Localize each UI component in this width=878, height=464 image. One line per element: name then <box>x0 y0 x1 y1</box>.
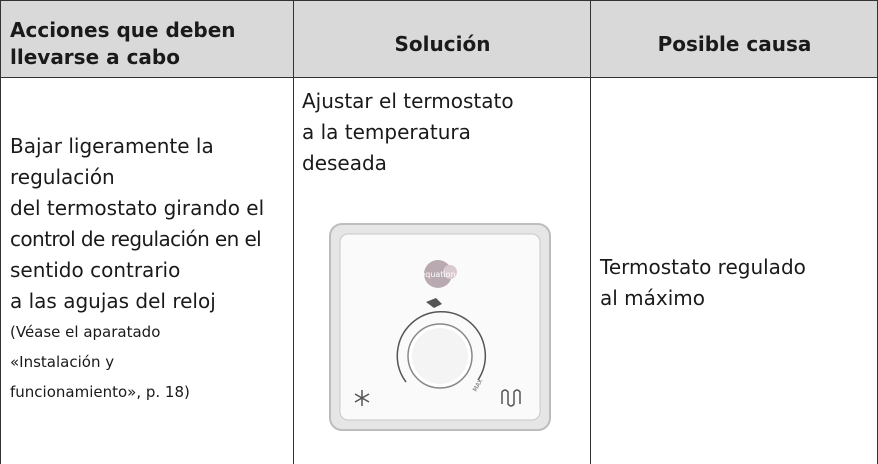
text-line: regulación <box>10 165 115 189</box>
header-cell: Posible causa <box>591 0 878 78</box>
border <box>0 77 878 78</box>
dial-face <box>412 328 468 384</box>
text-line: a la temperatura <box>302 120 471 144</box>
text-line: al máximo <box>600 286 706 310</box>
cell-text: Bajar ligeramente la regulación del term… <box>10 131 294 317</box>
thermostat-image: equation MAX <box>329 223 551 431</box>
logo <box>424 260 452 288</box>
snowflake-icon <box>354 390 370 406</box>
border <box>0 0 1 464</box>
border <box>0 0 878 1</box>
body-cell: Ajustar el termostato a la temperatura d… <box>302 86 582 179</box>
text-line: a las agujas del reloj <box>10 289 216 313</box>
header-cell: Acciones que deben llevarse a cabo <box>0 0 294 78</box>
hand-icon <box>426 298 442 308</box>
note-line: funcionamiento», p. 18) <box>10 383 190 401</box>
body-cell: Termostato regulado al máximo <box>600 252 870 314</box>
border <box>590 0 591 464</box>
text-line: Ajustar el termostato <box>302 89 514 113</box>
note-line: «Instalación y <box>10 353 115 371</box>
header-text: Acciones que deben <box>10 18 236 42</box>
logo-text: equation <box>420 270 455 279</box>
header-text: llevarse a cabo <box>10 45 180 69</box>
border <box>293 0 294 464</box>
text-line: Termostato regulado <box>600 255 806 279</box>
logo <box>443 265 457 279</box>
text-line: del termostato girando el <box>10 196 265 220</box>
note: (Véase el aparatado «Instalación y funci… <box>10 317 294 407</box>
text-line: control de regulación en el <box>10 227 262 251</box>
text-line: deseada <box>302 151 387 175</box>
text-line: sentido contrario <box>10 258 181 282</box>
text-line: Bajar ligeramente la <box>10 134 214 158</box>
heat-icon <box>501 389 521 407</box>
note-line: (Véase el aparatado <box>10 323 161 341</box>
header-cell: Solución <box>294 0 591 78</box>
header-text: Solución <box>394 32 491 56</box>
body-cell: Bajar ligeramente la regulación del term… <box>0 78 294 407</box>
dial-arc <box>396 311 487 383</box>
header-text: Posible causa <box>657 32 812 56</box>
